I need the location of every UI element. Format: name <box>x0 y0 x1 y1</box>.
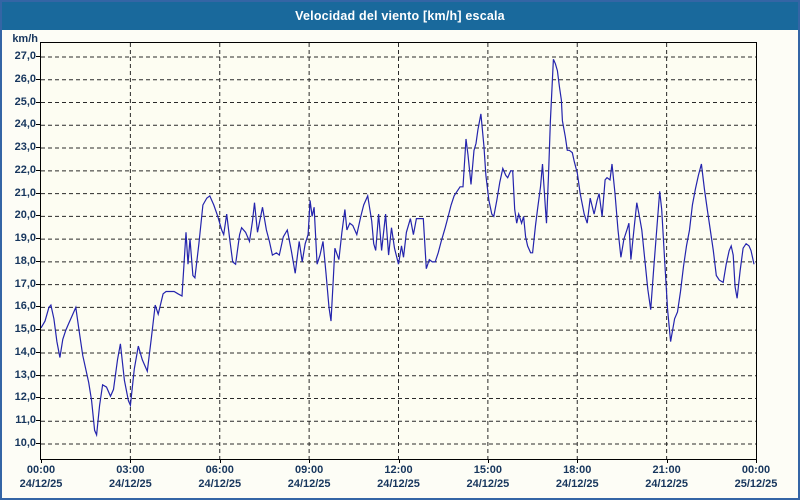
wind-speed-line <box>41 59 755 438</box>
x-tick-time: 06:00 <box>205 464 234 476</box>
y-tick-label: 18,0 <box>14 254 36 267</box>
y-tick-mark <box>36 56 41 57</box>
y-tick-label: 10,0 <box>14 437 36 449</box>
x-tick-date: 25/12/25 <box>734 478 778 490</box>
y-tick-mark <box>36 260 41 262</box>
y-tick-label: 11,0 <box>15 414 36 427</box>
x-tick-date: 24/12/25 <box>198 478 242 490</box>
x-tick-time: 00:00 <box>26 464 56 476</box>
y-tick-label: 12,0 <box>14 391 36 404</box>
x-tick-date: 24/12/25 <box>108 478 152 490</box>
x-tick-mark <box>666 459 668 463</box>
x-tick-label: 09:00 24/12/25 <box>273 463 345 491</box>
x-tick-date: 24/12/25 <box>19 478 63 490</box>
y-tick-label: 23,0 <box>14 141 36 154</box>
x-tick-mark <box>309 459 311 463</box>
chart-canvas <box>41 43 756 459</box>
x-tick-date: 24/12/25 <box>645 478 689 490</box>
x-tick-mark <box>398 459 400 463</box>
y-tick-mark <box>36 306 41 308</box>
x-tick-time: 18:00 <box>563 464 592 476</box>
y-tick-mark <box>36 101 41 103</box>
y-tick-label: 25,0 <box>14 95 36 108</box>
y-tick-mark <box>36 147 41 149</box>
y-tick-mark <box>36 238 41 240</box>
x-tick-label: 06:00 24/12/25 <box>184 463 256 491</box>
y-tick-label: 14,0 <box>14 345 36 358</box>
x-tick-mark <box>487 459 489 463</box>
x-tick-time: 00:00 <box>741 464 771 476</box>
x-tick-mark <box>219 459 221 463</box>
y-tick-label: 27,0 <box>14 50 36 62</box>
x-tick-time: 15:00 <box>473 464 502 476</box>
x-tick-mark <box>577 459 579 463</box>
y-tick-mark <box>36 215 41 217</box>
y-tick-label: 20,0 <box>14 209 36 222</box>
y-tick-mark <box>36 78 41 80</box>
y-tick-mark <box>36 374 41 376</box>
y-tick-label: 24,0 <box>14 118 36 131</box>
y-tick-label: 21,0 <box>14 186 36 199</box>
x-tick-time: 12:00 <box>384 464 413 476</box>
y-tick-mark <box>36 420 41 422</box>
y-tick-label: 13,0 <box>14 368 36 381</box>
y-tick-mark <box>36 443 41 444</box>
y-tick-mark <box>36 351 41 353</box>
y-tick-mark <box>36 169 41 171</box>
x-tick-date: 24/12/25 <box>377 478 420 490</box>
plot-area <box>40 42 757 460</box>
y-axis-unit-label: km/h <box>12 33 38 45</box>
x-tick-mark <box>756 459 757 463</box>
x-tick-label: 15:00 24/12/25 <box>452 463 524 491</box>
x-tick-label: 12:00 24/12/25 <box>363 463 435 491</box>
y-tick-label: 17,0 <box>14 277 36 290</box>
y-tick-label: 15,0 <box>14 323 36 336</box>
x-tick-mark <box>130 459 132 463</box>
x-tick-date: 24/12/25 <box>555 478 599 490</box>
x-tick-time: 21:00 <box>652 464 681 476</box>
x-tick-label: 03:00 24/12/25 <box>94 463 166 491</box>
y-tick-mark <box>36 283 41 285</box>
window-title: Velocidad del viento [km/h] escala <box>295 9 505 23</box>
y-tick-mark <box>36 397 41 399</box>
x-tick-label: 21:00 24/12/25 <box>631 463 703 491</box>
x-tick-time: 03:00 <box>116 464 145 476</box>
y-tick-mark <box>36 192 41 194</box>
y-tick-label: 26,0 <box>14 72 36 85</box>
x-tick-label: 00:00 24/12/25 <box>5 463 77 491</box>
x-tick-date: 24/12/25 <box>287 478 331 490</box>
y-tick-label: 22,0 <box>14 163 36 176</box>
x-tick-label: 18:00 24/12/25 <box>541 463 613 491</box>
y-tick-label: 16,0 <box>14 300 36 313</box>
y-tick-mark <box>36 124 41 126</box>
y-tick-label: 19,0 <box>14 232 36 245</box>
y-tick-mark <box>36 329 41 331</box>
x-tick-date: 24/12/25 <box>466 478 510 490</box>
x-tick-mark <box>41 459 42 463</box>
x-tick-label: 00:00 25/12/25 <box>720 463 792 491</box>
x-tick-time: 09:00 <box>295 464 324 476</box>
title-bar: Velocidad del viento [km/h] escala <box>2 2 798 30</box>
